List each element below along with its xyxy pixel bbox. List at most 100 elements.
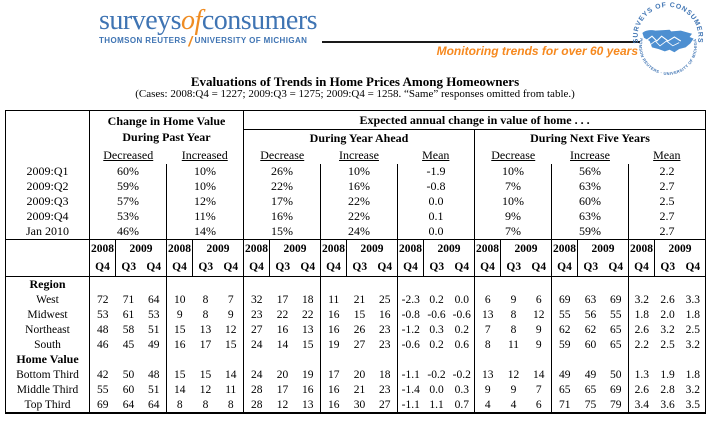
value-cell: 64: [148, 293, 160, 306]
value-cell: 17: [199, 338, 212, 351]
empty-cell: [320, 352, 398, 367]
value-cell: 10%: [166, 164, 244, 179]
value-cell: 64: [148, 398, 160, 411]
report-title: Evaluations of Trends in Home Prices Amo…: [190, 74, 520, 89]
value-cell: 17: [276, 383, 289, 396]
value-cell: 24: [243, 337, 270, 352]
value-cell: 61: [122, 308, 135, 321]
value-cell: 2.0: [660, 308, 675, 321]
value-cell: 14: [225, 368, 237, 381]
value-cell: 13: [302, 398, 314, 411]
surveys-of-consumers-seal: SURVEYS OF CONSUMERS THOMSON REUTERS · U…: [628, 1, 703, 76]
value-cell: 7%: [474, 224, 552, 240]
value-cell: 8: [510, 323, 517, 336]
value-cell: 15: [302, 338, 314, 351]
section-label: Home Value: [16, 352, 79, 366]
value-cell: 49: [584, 368, 597, 381]
value-cell: 23: [379, 323, 391, 336]
value-cell: 65: [610, 338, 622, 351]
value-cell: 15%: [243, 224, 321, 240]
us-map-icon: [642, 29, 694, 53]
section-label: Region: [5, 276, 90, 292]
value-cell: 56: [584, 308, 597, 321]
value-cell: 9: [227, 308, 234, 321]
value-cell: 13: [474, 307, 501, 322]
value-cell: 69: [89, 397, 116, 413]
value-cell: 12: [507, 368, 520, 381]
value-cell: 0.0: [397, 224, 475, 240]
value-cell: 0.0: [429, 383, 444, 396]
value-cell: 65: [610, 323, 622, 336]
value-cell: 15: [225, 338, 237, 351]
value-cell: 50: [122, 368, 135, 381]
value-cell: 25: [379, 293, 391, 306]
value-cell: 0.2: [429, 338, 444, 351]
value-cell: 60: [122, 383, 135, 396]
value-cell: -0.6: [452, 308, 471, 321]
value-cell: 1.8: [628, 307, 655, 322]
value-cell: 11: [225, 383, 237, 396]
col-label-mean-ya: Mean: [422, 148, 450, 162]
empty-cell: [551, 352, 629, 367]
quarter-header: Q4: [531, 261, 547, 273]
value-cell: 55: [610, 308, 622, 321]
value-cell: 9: [166, 307, 193, 322]
row-label: Middle Third: [16, 383, 79, 396]
row-label: 2009:Q2: [26, 179, 69, 193]
header-divider-line: [322, 41, 640, 43]
value-cell: 22: [302, 308, 314, 321]
value-cell: 2.8: [660, 383, 675, 396]
value-cell: 51: [148, 383, 160, 396]
empty-cell: [627, 352, 706, 367]
value-cell: 8: [202, 398, 209, 411]
value-cell: 2.5: [660, 338, 675, 351]
value-cell: 1.8: [685, 368, 700, 381]
value-cell: 3.3: [685, 293, 700, 306]
value-cell: 2.5: [627, 194, 706, 209]
quarter-header: Q3: [423, 258, 450, 277]
value-cell: 3.2: [685, 383, 700, 396]
value-cell: 69: [551, 292, 578, 307]
value-cell: -0.8: [397, 307, 424, 322]
table-row: Northeast 48 58 51 15 13 12 27 16 13 16 26 23 -1…: [6, 322, 706, 337]
quarter-header: Q4: [300, 261, 316, 273]
year-header: 2008: [551, 239, 578, 258]
empty-cell: [243, 352, 321, 367]
value-cell: 53%: [89, 209, 167, 224]
value-cell: 3.6: [660, 398, 675, 411]
value-cell: 16: [320, 322, 347, 337]
row-label: South: [34, 338, 61, 351]
value-cell: 62: [551, 322, 578, 337]
quarter-header: Q4: [223, 261, 239, 273]
value-cell: 46%: [89, 224, 167, 240]
value-cell: 64: [122, 398, 135, 411]
value-cell: -0.6: [427, 308, 446, 321]
col-label-mean-5y: Mean: [653, 148, 681, 162]
logo-subtext-thomson-reuters: THOMSON REUTERS: [99, 36, 187, 45]
value-cell: 2.6: [660, 293, 675, 306]
quarter-header: Q4: [377, 261, 393, 273]
year-header: 2009: [423, 239, 475, 258]
value-cell: 16%: [320, 179, 398, 194]
value-cell: 48: [89, 322, 116, 337]
quarter-header: Q4: [320, 258, 347, 277]
value-cell: 11: [320, 292, 347, 307]
value-cell: 63%: [551, 209, 629, 224]
table-row: West 72 71 64 10 8 7 32 17 18 11 21 25 -2.3 0.2 0.…: [6, 292, 706, 307]
empty-cell: [397, 276, 475, 292]
value-cell: 59%: [89, 179, 167, 194]
value-cell: 20: [276, 368, 289, 381]
year-header: 2009: [192, 239, 244, 258]
value-cell: 51: [148, 323, 160, 336]
value-cell: 28: [243, 397, 270, 413]
value-cell: 24%: [320, 224, 398, 240]
value-cell: 48: [148, 368, 160, 381]
value-cell: 11%: [166, 209, 244, 224]
quarter-header: Q3: [346, 258, 373, 277]
value-cell: 22%: [320, 194, 398, 209]
value-cell: 63: [584, 293, 597, 306]
value-cell: 69: [610, 293, 622, 306]
value-cell: 12: [225, 323, 237, 336]
year-header: 2008: [474, 239, 501, 258]
